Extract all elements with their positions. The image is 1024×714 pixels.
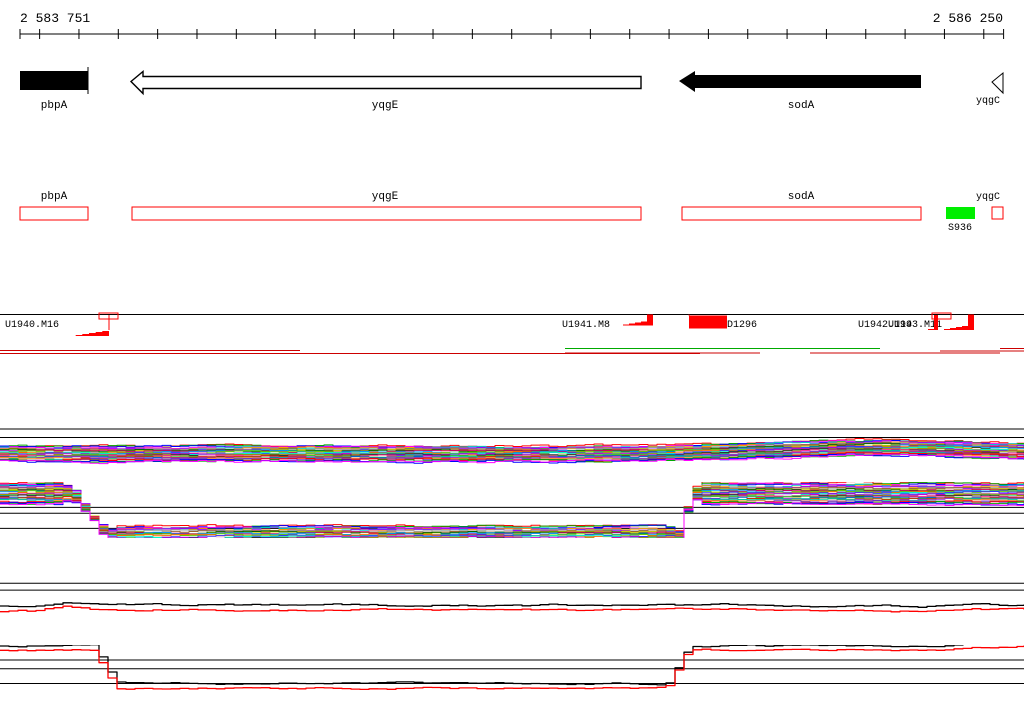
svg-text:2 586 250: 2 586 250: [933, 11, 1003, 26]
svg-text:pbpA: pbpA: [41, 191, 68, 203]
svg-text:yqgE: yqgE: [372, 100, 399, 112]
svg-text:pbpA: pbpA: [41, 100, 68, 112]
svg-text:D1296: D1296: [727, 320, 757, 331]
svg-text:S936: S936: [948, 223, 972, 234]
svg-text:U1941.M8: U1941.M8: [562, 320, 610, 331]
svg-text:yqgC: yqgC: [976, 96, 1000, 107]
svg-text:yqgC: yqgC: [976, 192, 1000, 203]
svg-text:sodA: sodA: [788, 100, 815, 112]
svg-text:yqgE: yqgE: [372, 191, 399, 203]
svg-text:2 583 751: 2 583 751: [20, 11, 90, 26]
svg-text:sodA: sodA: [788, 191, 815, 203]
svg-text:U1940.M16: U1940.M16: [5, 320, 59, 331]
